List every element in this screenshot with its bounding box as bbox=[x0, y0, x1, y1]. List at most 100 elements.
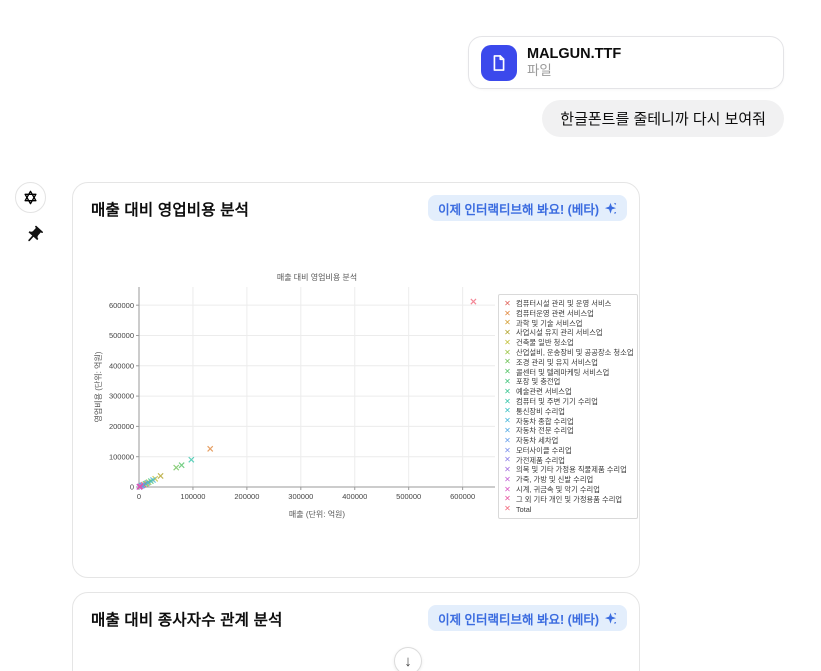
interactive-beta-badge[interactable]: 이제 인터랙티브해 봐요! (베타) bbox=[428, 195, 627, 221]
svg-text:300000: 300000 bbox=[288, 492, 313, 501]
scroll-to-bottom-button[interactable]: ↓ bbox=[394, 647, 422, 671]
legend-label: 과학 및 기술 서비스업 bbox=[516, 318, 583, 328]
legend-label: 통신장비 수리업 bbox=[516, 406, 566, 416]
svg-text:매출 (단위: 억원): 매출 (단위: 억원) bbox=[289, 509, 345, 519]
legend-x-marker: ✕ bbox=[504, 396, 511, 406]
svg-text:0: 0 bbox=[137, 492, 141, 501]
legend-x-marker: ✕ bbox=[504, 337, 511, 347]
user-message-bubble: 한글폰트를 줄테니까 다시 보여줘 bbox=[542, 100, 784, 137]
legend-label: 산업설비, 운송장비 및 공공장소 청소업 bbox=[516, 348, 634, 358]
legend-item: ✕ Total bbox=[503, 505, 633, 513]
legend-label: 자동차 종합 수리업 bbox=[516, 416, 574, 426]
down-arrow-icon: ↓ bbox=[404, 652, 412, 670]
user-message-text: 한글폰트를 줄테니까 다시 보여줘 bbox=[560, 111, 766, 128]
interactive-beta-badge[interactable]: 이제 인터랙티브해 봐요! (베타) bbox=[428, 605, 627, 631]
legend-item: ✕ 자동차 전문 수리업 bbox=[503, 425, 633, 436]
legend-item: ✕ 자동차 세차업 bbox=[503, 435, 633, 446]
legend-x-marker: ✕ bbox=[504, 406, 511, 416]
svg-text:200000: 200000 bbox=[109, 422, 134, 431]
legend-item: ✕ 그 외 기타 개인 및 가정용품 수리업 bbox=[503, 495, 633, 503]
svg-text:100000: 100000 bbox=[109, 452, 134, 461]
card-title: 매출 대비 종사자수 관계 분석 bbox=[91, 612, 283, 629]
card-title: 매출 대비 영업비용 분석 bbox=[91, 202, 250, 219]
legend-item: ✕ 콜센터 및 텔레마케팅 서비스업 bbox=[503, 368, 633, 376]
legend-x-marker: ✕ bbox=[504, 298, 511, 308]
legend-x-marker: ✕ bbox=[504, 435, 511, 445]
svg-text:200000: 200000 bbox=[234, 492, 259, 501]
legend-label: 건축물 일반 청소업 bbox=[516, 338, 574, 348]
legend-item: ✕ 포장 및 충전업 bbox=[503, 378, 633, 386]
legend-x-marker: ✕ bbox=[504, 347, 511, 357]
legend-label: 시계, 귀금속 및 악기 수리업 bbox=[516, 484, 600, 494]
legend-x-marker: ✕ bbox=[504, 328, 511, 338]
legend-label: 의복 및 기타 가정용 직물제품 수리업 bbox=[516, 465, 627, 475]
svg-text:100000: 100000 bbox=[180, 492, 205, 501]
svg-text:영업비용 (단위: 억원): 영업비용 (단위: 억원) bbox=[93, 351, 103, 422]
legend-label: 자동차 세차업 bbox=[516, 436, 559, 446]
legend-item: ✕ 컴퓨터 및 주변 기기 수리업 bbox=[503, 396, 633, 406]
legend-x-marker: ✕ bbox=[504, 416, 511, 426]
svg-text:매출 대비 영업비용 분석: 매출 대비 영업비용 분석 bbox=[277, 272, 357, 282]
legend-label: 컴퓨터운영 관련 서비스업 bbox=[516, 308, 594, 318]
legend-label: 모터사이클 수리업 bbox=[516, 445, 572, 455]
legend-label: 예술관련 서비스업 bbox=[516, 387, 572, 397]
legend-item: ✕ 의복 및 기타 가정용 직물제품 수리업 bbox=[503, 466, 633, 474]
legend-label: 컴퓨터 및 주변 기기 수리업 bbox=[516, 396, 598, 406]
svg-text:500000: 500000 bbox=[396, 492, 421, 501]
legend-label: 사업시설 유지 관리 서비스업 bbox=[516, 328, 603, 338]
assistant-avatar bbox=[15, 182, 46, 213]
chart-legend: ✕ 컴퓨터시설 관리 및 운영 서비스 ✕ 컴퓨터운영 관련 서비스업 ✕ 과학 및 기술… bbox=[498, 294, 638, 519]
legend-label: 가죽, 가방 및 신발 수리업 bbox=[516, 475, 594, 485]
legend-x-marker: ✕ bbox=[504, 465, 511, 475]
legend-x-marker: ✕ bbox=[504, 445, 511, 455]
document-icon bbox=[481, 44, 517, 81]
svg-text:600000: 600000 bbox=[450, 492, 475, 501]
legend-x-marker: ✕ bbox=[504, 425, 511, 435]
attachment-type-label: 파일 bbox=[527, 63, 552, 79]
legend-x-marker: ✕ bbox=[504, 357, 511, 367]
legend-item: ✕ 예술관련 서비스업 bbox=[503, 387, 633, 397]
sparkle-icon bbox=[604, 202, 617, 214]
legend-item: ✕ 시계, 귀금속 및 악기 수리업 bbox=[503, 484, 633, 494]
legend-item: ✕ 가전제품 수리업 bbox=[503, 456, 633, 464]
legend-x-marker: ✕ bbox=[504, 504, 511, 514]
svg-text:400000: 400000 bbox=[342, 492, 367, 501]
legend-item: ✕ 조경 관리 및 유지 서비스업 bbox=[503, 358, 633, 366]
svg-text:300000: 300000 bbox=[109, 392, 134, 401]
legend-item: ✕ 건축물 일반 청소업 bbox=[503, 337, 633, 348]
legend-x-marker: ✕ bbox=[504, 308, 511, 318]
chart-card-operating-expenses: 매출 대비 영업비용 분석 이제 인터랙티브해 봐요! (베타) 0 100000… bbox=[72, 182, 640, 578]
file-attachment-card[interactable]: MALGUN.TTF 파일 bbox=[468, 36, 784, 89]
svg-text:400000: 400000 bbox=[109, 361, 134, 370]
pushpin-icon[interactable] bbox=[23, 224, 45, 246]
legend-label: 콜센터 및 텔레마케팅 서비스업 bbox=[516, 367, 610, 377]
legend-label: 그 외 기타 개인 및 가정용품 수리업 bbox=[516, 494, 623, 504]
legend-item: ✕ 통신장비 수리업 bbox=[503, 407, 633, 415]
legend-item: ✕ 사업시설 유지 관리 서비스업 bbox=[503, 329, 633, 337]
chart-card-employees: 매출 대비 종사자수 관계 분석 이제 인터랙티브해 봐요! (베타) bbox=[72, 592, 640, 671]
svg-text:600000: 600000 bbox=[109, 301, 134, 310]
legend-item: ✕ 가죽, 가방 및 신발 수리업 bbox=[503, 474, 633, 485]
legend-item: ✕ 모터사이클 수리업 bbox=[503, 445, 633, 455]
openai-logo-icon bbox=[24, 190, 37, 205]
svg-text:500000: 500000 bbox=[109, 331, 134, 340]
legend-label: 컴퓨터시설 관리 및 운영 서비스 bbox=[516, 299, 612, 309]
scatter-chart: 0 100000 200000 300000 400000 500000 600000 0 10… bbox=[93, 272, 495, 519]
legend-x-marker: ✕ bbox=[504, 494, 511, 504]
legend-x-marker: ✕ bbox=[504, 455, 511, 465]
legend-x-marker: ✕ bbox=[504, 318, 511, 328]
legend-label: 자동차 전문 수리업 bbox=[516, 426, 574, 436]
legend-item: ✕ 산업설비, 운송장비 및 공공장소 청소업 bbox=[503, 347, 634, 358]
attachment-filename: MALGUN.TTF bbox=[527, 46, 622, 62]
legend-label: 포장 및 충전업 bbox=[516, 377, 561, 387]
legend-label: 조경 관리 및 유지 서비스업 bbox=[516, 357, 598, 367]
badge-label: 이제 인터랙티브해 봐요! (베타) bbox=[438, 612, 599, 627]
legend-x-marker: ✕ bbox=[504, 474, 511, 484]
legend-item: ✕ 컴퓨터운영 관련 서비스업 bbox=[503, 308, 633, 318]
legend-label: 가전제품 수리업 bbox=[516, 455, 566, 465]
legend-item: ✕ 자동차 종합 수리업 bbox=[503, 417, 633, 425]
legend-x-marker: ✕ bbox=[504, 377, 511, 387]
legend-x-marker: ✕ bbox=[504, 484, 511, 494]
legend-item: ✕ 과학 및 기술 서비스업 bbox=[503, 319, 633, 327]
svg-text:0: 0 bbox=[130, 483, 134, 492]
